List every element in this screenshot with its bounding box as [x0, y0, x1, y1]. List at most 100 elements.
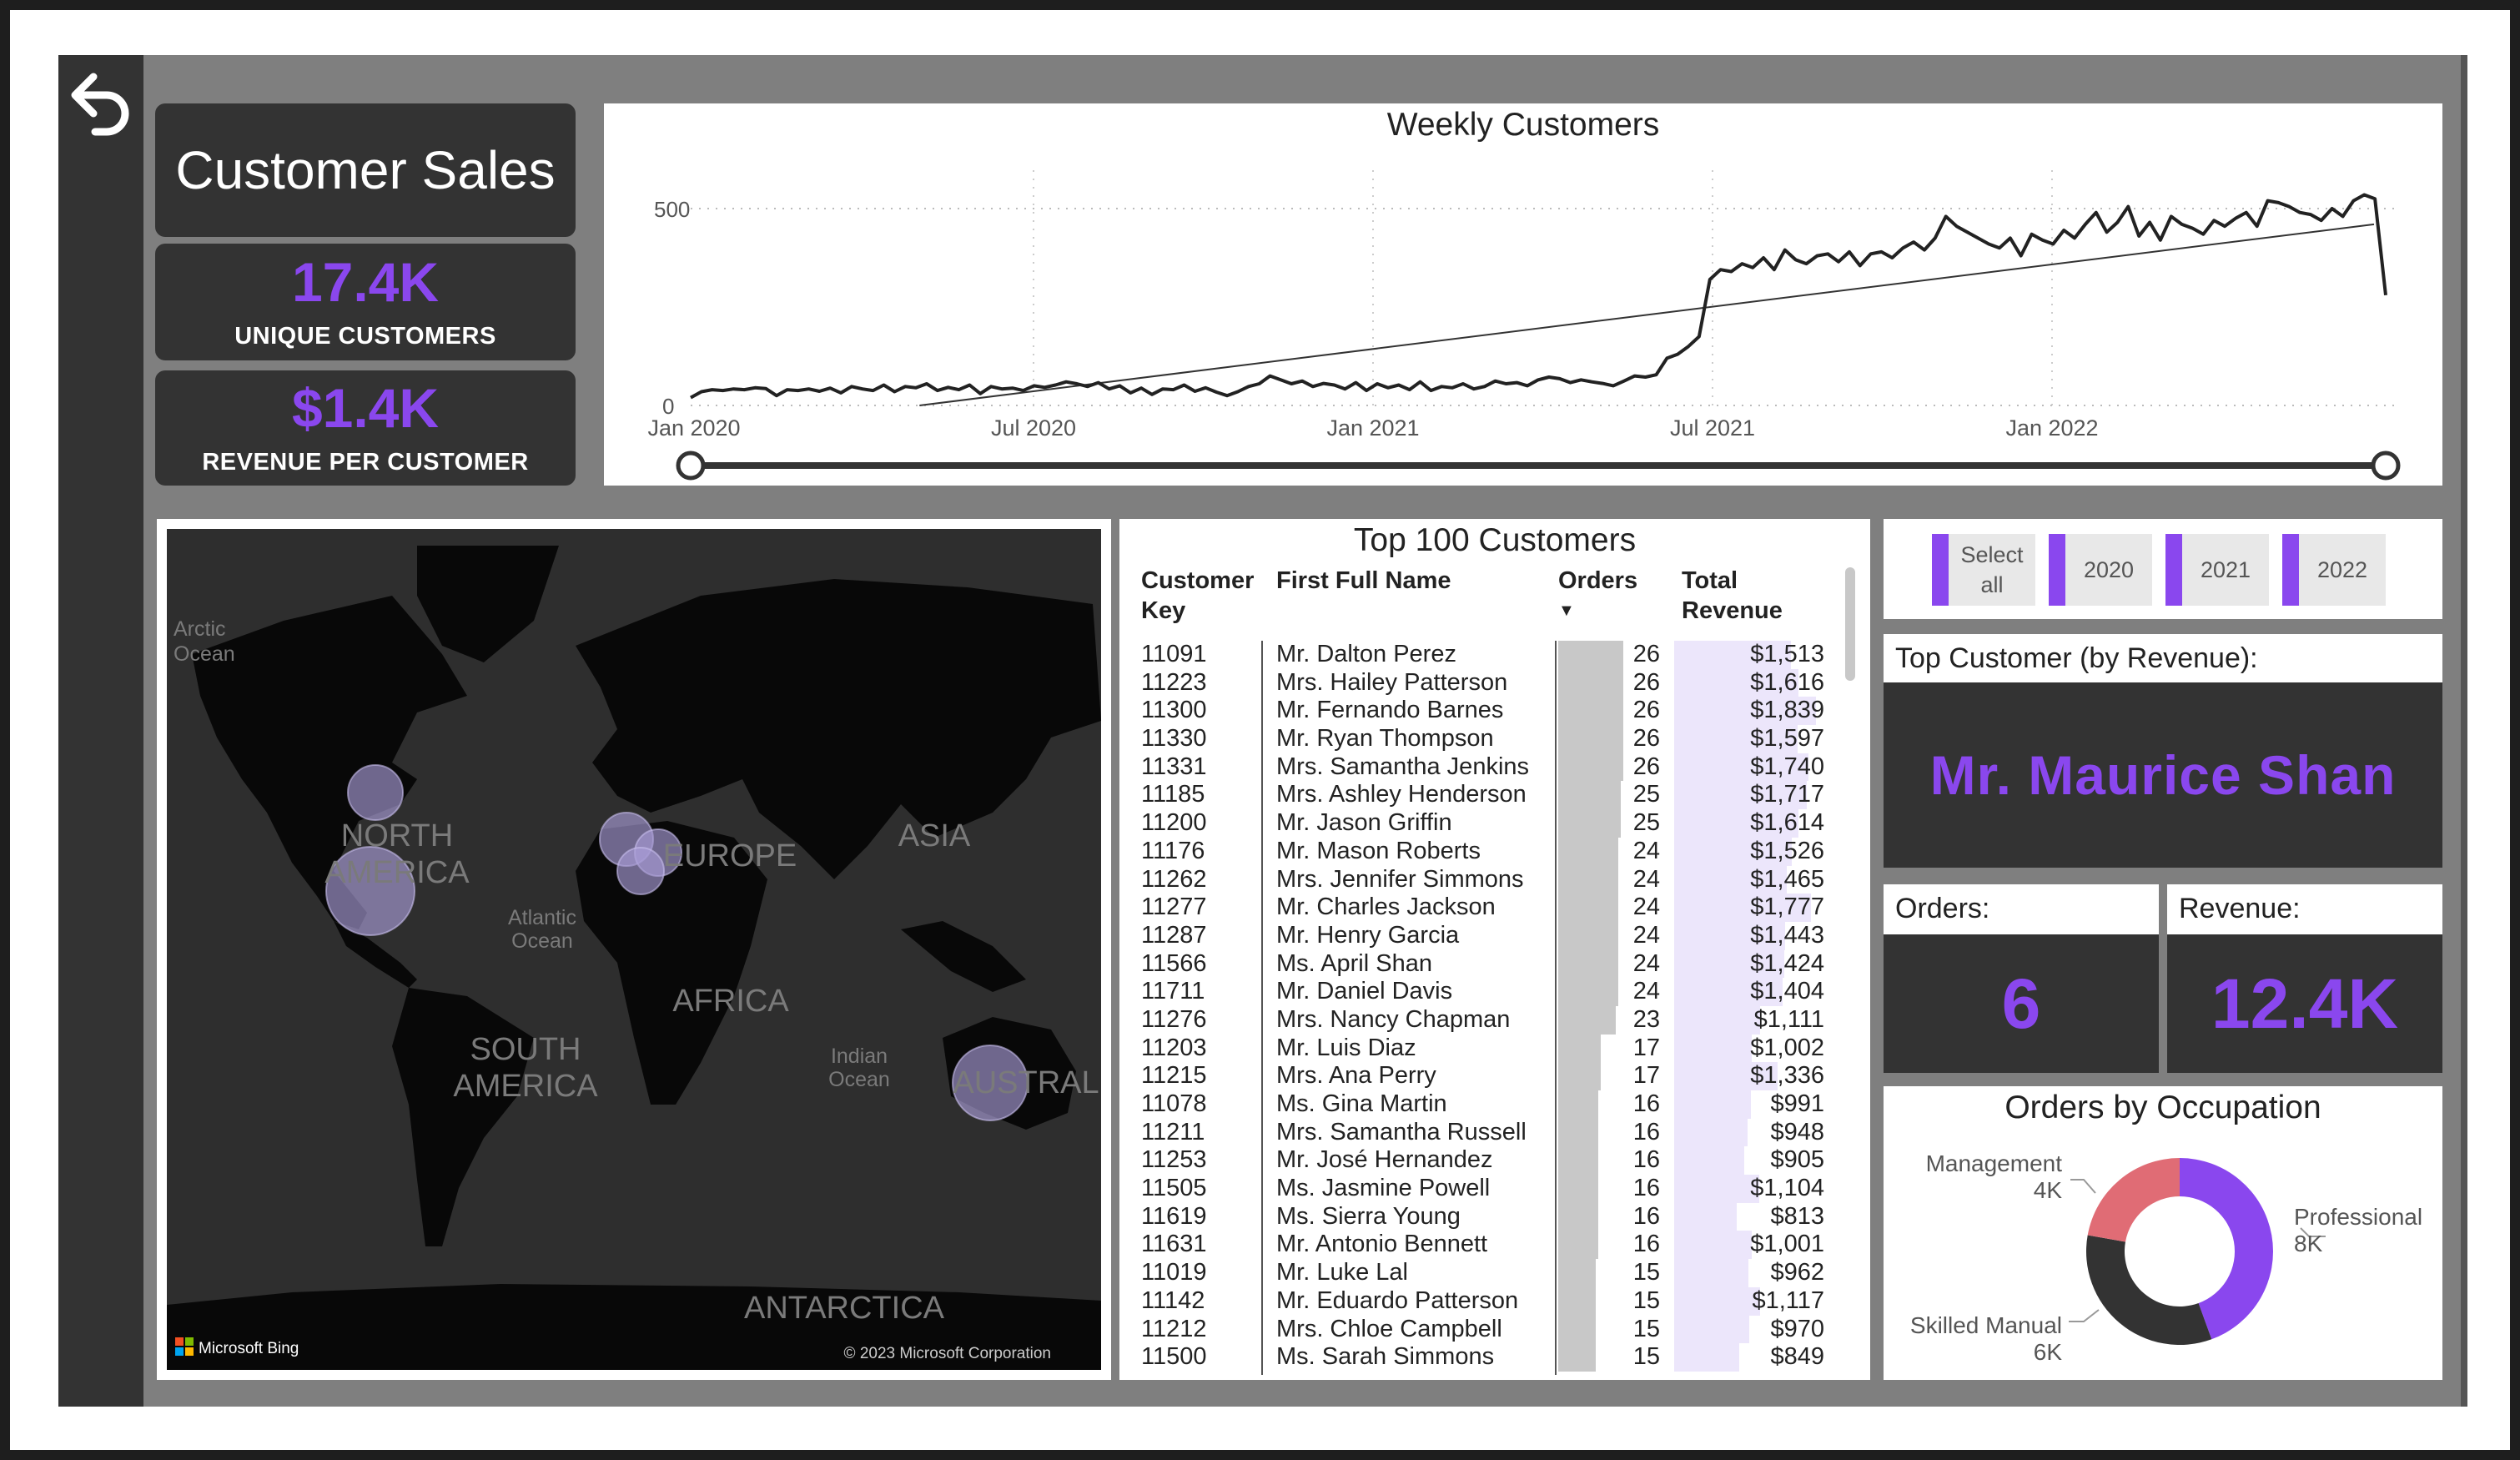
label-indian-ocean-1: Indian: [831, 1045, 888, 1068]
revenue-databar: [1674, 641, 1791, 669]
table-row[interactable]: 11277 Mr. Charles Jackson 24 $1,777: [1119, 894, 1854, 922]
cell-full-name: Mrs. Hailey Patterson: [1276, 668, 1508, 696]
label-arctic-ocean-2: Ocean: [174, 642, 235, 666]
cell-full-name: Mrs. Jennifer Simmons: [1276, 865, 1524, 893]
header-customer-key[interactable]: Customer Key: [1141, 566, 1254, 626]
table-row[interactable]: 11215 Mrs. Ana Perry 17 $1,336: [1119, 1062, 1854, 1090]
window-right-border: [2510, 0, 2520, 1460]
slicer-2022-button[interactable]: 2022: [2282, 534, 2386, 606]
table-row[interactable]: 11142 Mr. Eduardo Patterson 15 $1,117: [1119, 1286, 1854, 1316]
map-bubble-australia[interactable]: [952, 1045, 1029, 1121]
back-button[interactable]: [65, 67, 137, 138]
customer-map-card[interactable]: NORTH AMERICA SOUTH AMERICA EUROPE ASIA …: [157, 519, 1111, 1380]
top-customer-label-card: Top Customer (by Revenue):: [1884, 634, 2442, 682]
slicer-2020-button[interactable]: 2020: [2049, 534, 2152, 606]
leader-skilled-manual: [2069, 1309, 2100, 1322]
revenue-label-card: Revenue:: [2167, 884, 2442, 934]
orders-databar: [1558, 865, 1618, 894]
table-row[interactable]: 11262 Mrs. Jennifer Simmons 24 $1,465: [1119, 865, 1854, 894]
revenue-databar: [1674, 809, 1798, 838]
orders-databar: [1558, 1175, 1598, 1203]
revenue-databar: [1674, 1175, 1759, 1203]
weekly-customers-chart[interactable]: Weekly Customers 500 0 Jan 2020 Jul 2020…: [604, 103, 2442, 486]
donut-value-management: 4K: [2034, 1177, 2063, 1203]
table-row[interactable]: 11631 Mr. Antonio Bennett 16 $1,001: [1119, 1231, 1854, 1260]
slicer-indicator: [2049, 534, 2065, 606]
cell-customer-key: 11566: [1141, 949, 1207, 977]
top-customers-table[interactable]: Top 100 Customers Customer Key First Ful…: [1119, 519, 1870, 1380]
europe-asia-shape: [576, 579, 1101, 879]
map-bubble-canada[interactable]: [347, 764, 404, 821]
table-row[interactable]: 11223 Mrs. Hailey Patterson 26 $1,616: [1119, 668, 1854, 697]
cell-full-name: Mr. Dalton Perez: [1276, 641, 1456, 667]
table-row[interactable]: 11203 Mr. Luis Diaz 17 $1,002: [1119, 1034, 1854, 1063]
cell-revenue: $905: [1770, 1146, 1824, 1174]
table-row[interactable]: 11200 Mr. Jason Griffin 25 $1,614: [1119, 809, 1854, 838]
cell-revenue: $1,424: [1750, 949, 1824, 977]
table-scrollbar[interactable]: [1845, 567, 1855, 681]
table-row[interactable]: 11212 Mrs. Chloe Campbell 15 $970: [1119, 1315, 1854, 1344]
range-slider-end-handle[interactable]: [2371, 451, 2401, 481]
header-orders[interactable]: Orders ▼: [1558, 566, 1637, 626]
label-africa: AFRICA: [672, 984, 789, 1019]
orders-by-occupation-chart[interactable]: Orders by Occupation Professional 8K Man…: [1884, 1086, 2442, 1380]
revenue-databar: [1674, 725, 1798, 753]
table-row[interactable]: 11019 Mr. Luke Lal 15 $962: [1119, 1259, 1854, 1287]
cell-customer-key: 11253: [1141, 1146, 1207, 1174]
window-left-border: [0, 0, 10, 1460]
donut-label-skilled-manual: Skilled Manual: [1910, 1312, 2062, 1338]
cell-orders: 16: [1632, 1146, 1660, 1174]
donut-slice-professional[interactable]: [2180, 1158, 2273, 1340]
map-bubble-france[interactable]: [616, 847, 665, 895]
table-row[interactable]: 11176 Mr. Mason Roberts 24 $1,526: [1119, 837, 1854, 866]
y-tick-500: 500: [654, 197, 690, 222]
header-total-revenue-line2: Revenue: [1682, 597, 1783, 624]
table-row[interactable]: 11078 Ms. Gina Martin 16 $991: [1119, 1090, 1854, 1119]
slicer-select-all-button[interactable]: Select all: [1932, 534, 2035, 606]
header-customer-key-line2: Key: [1141, 597, 1186, 624]
table-row[interactable]: 11566 Ms. April Shan 24 $1,424: [1119, 949, 1854, 979]
top-customer-name-card: Mr. Maurice Shan: [1884, 682, 2442, 868]
cell-full-name: Ms. April Shan: [1276, 949, 1432, 977]
cell-revenue: $1,740: [1750, 753, 1824, 780]
cell-full-name: Mr. Henry Garcia: [1276, 921, 1460, 949]
table-row[interactable]: 11711 Mr. Daniel Davis 24 $1,404: [1119, 978, 1854, 1006]
table-row[interactable]: 11185 Mrs. Ashley Henderson 25 $1,717: [1119, 781, 1854, 810]
table-row[interactable]: 11300 Mr. Fernando Barnes 26 $1,839: [1119, 697, 1854, 726]
cell-orders: 16: [1632, 1118, 1660, 1145]
cell-full-name: Mr. Jason Griffin: [1276, 809, 1452, 837]
slicer-2021-label: 2021: [2200, 557, 2251, 582]
world-map[interactable]: NORTH AMERICA SOUTH AMERICA EUROPE ASIA …: [167, 529, 1101, 1370]
map-bubble-usa[interactable]: [325, 846, 415, 936]
slicer-2021-button[interactable]: 2021: [2165, 534, 2269, 606]
cell-full-name: Mrs. Chloe Campbell: [1276, 1315, 1502, 1342]
header-total-revenue[interactable]: Total Revenue: [1682, 566, 1783, 626]
orders-databar: [1558, 753, 1623, 782]
chart-title: Weekly Customers: [1386, 107, 1660, 143]
table-row[interactable]: 11619 Ms. Sierra Young 16 $813: [1119, 1202, 1854, 1231]
cell-full-name: Ms. Sarah Simmons: [1276, 1343, 1495, 1371]
table-row[interactable]: 11500 Ms. Sarah Simmons 15 $849: [1119, 1343, 1854, 1372]
header-first-full-name[interactable]: First Full Name: [1276, 567, 1451, 594]
table-row[interactable]: 11211 Mrs. Samantha Russell 16 $948: [1119, 1118, 1854, 1147]
range-slider-start-handle[interactable]: [676, 451, 706, 481]
cell-customer-key: 11203: [1141, 1034, 1207, 1061]
table-row[interactable]: 11287 Mr. Henry Garcia 24 $1,443: [1119, 921, 1854, 950]
table-row[interactable]: 11276 Mrs. Nancy Chapman 23 $1,111: [1119, 1005, 1854, 1035]
cell-customer-key: 11277: [1141, 894, 1207, 921]
donut-slice-skilled-manual[interactable]: [2086, 1235, 2212, 1345]
donut-title: Orders by Occupation: [2004, 1090, 2321, 1125]
table-row[interactable]: 11331 Mrs. Samantha Jenkins 26 $1,740: [1119, 753, 1854, 782]
revenue-databar: [1674, 668, 1798, 697]
cell-customer-key: 11330: [1141, 725, 1207, 753]
table-row[interactable]: 11253 Mr. José Hernandez 16 $905: [1119, 1146, 1854, 1176]
cell-revenue: $970: [1770, 1315, 1824, 1342]
table-row[interactable]: 11505 Ms. Jasmine Powell 16 $1,104: [1119, 1175, 1854, 1203]
south-america-shape: [392, 988, 534, 1246]
orders-databar: [1558, 1090, 1598, 1119]
table-row[interactable]: 11330 Mr. Ryan Thompson 26 $1,597: [1119, 725, 1854, 753]
revenue-databar: [1674, 978, 1783, 1006]
donut-slice-management[interactable]: [2087, 1158, 2180, 1242]
table-row[interactable]: 11091 Mr. Dalton Perez 26 $1,513: [1119, 641, 1854, 669]
orders-databar: [1558, 949, 1618, 979]
